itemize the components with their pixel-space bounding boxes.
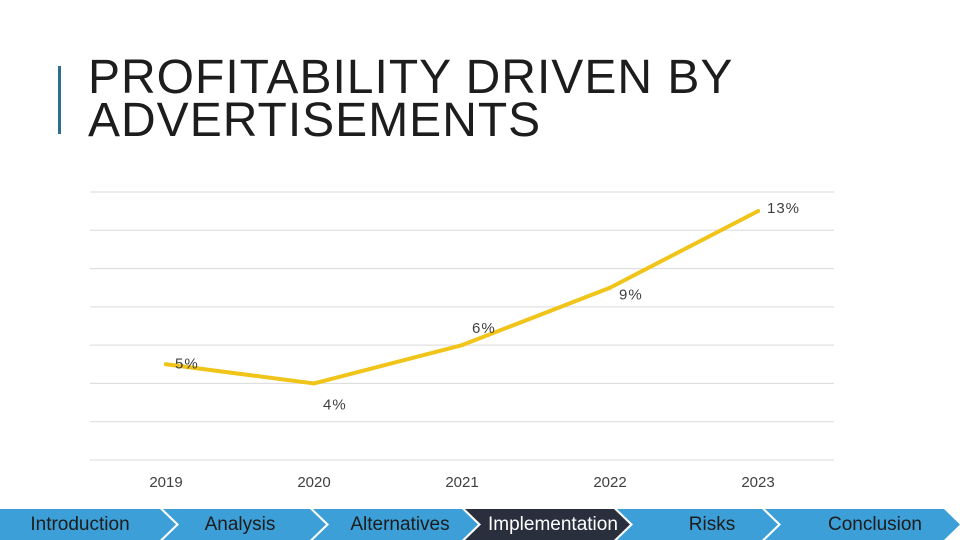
data-label-2020: 4% xyxy=(323,396,347,413)
data-point-2022 xyxy=(608,285,612,290)
nav-chevron-conclusion xyxy=(765,509,960,540)
nav-chevron-shapes xyxy=(0,509,960,540)
data-point-2023 xyxy=(756,209,760,214)
nav-label-introduction: Introduction xyxy=(30,513,130,535)
data-label-2023: 13% xyxy=(767,200,800,217)
data-label-2019: 5% xyxy=(175,355,199,372)
nav-chevron-implementation xyxy=(465,509,630,540)
title-accent-bar xyxy=(58,66,61,134)
data-point-2019 xyxy=(164,362,168,367)
x-tick-label-2019: 2019 xyxy=(149,474,182,491)
nav-item-implementation[interactable]: Implementation xyxy=(474,509,634,540)
nav-item-conclusion[interactable]: Conclusion xyxy=(790,509,960,540)
nav-label-analysis: Analysis xyxy=(204,513,276,535)
nav-label-risks: Risks xyxy=(688,513,736,535)
data-point-2020 xyxy=(312,381,316,386)
x-tick-label-2022: 2022 xyxy=(593,474,626,491)
nav-label-implementation: Implementation xyxy=(488,513,618,535)
chart-x-axis: 2019 2020 2021 2022 2023 xyxy=(149,474,774,491)
x-tick-label-2023: 2023 xyxy=(741,474,774,491)
nav-item-alternatives[interactable]: Alternatives xyxy=(320,509,480,540)
slide-title: PROFITABILITY DRIVEN BY ADVERTISEMENTS xyxy=(88,51,734,147)
chart-series xyxy=(164,209,760,386)
nav-label-conclusion: Conclusion xyxy=(828,513,922,535)
data-point-2021 xyxy=(460,343,464,348)
x-tick-label-2020: 2020 xyxy=(297,474,330,491)
nav-item-risks[interactable]: Risks xyxy=(632,509,792,540)
data-label-2021: 6% xyxy=(472,320,496,337)
nav-chevron-analysis xyxy=(163,509,326,540)
data-label-2022: 9% xyxy=(619,287,643,304)
series-line-profitability xyxy=(164,209,760,386)
nav-chevron-introduction xyxy=(0,509,176,540)
nav-item-introduction[interactable]: Introduction xyxy=(0,509,160,540)
chart-data-labels: 5% 4% 6% 9% 13% xyxy=(175,200,800,413)
x-tick-label-2021: 2021 xyxy=(445,474,478,491)
slide-title-line-1: PROFITABILITY DRIVEN BY xyxy=(88,51,734,104)
slide-title-line-2: ADVERTISEMENTS xyxy=(88,94,542,147)
nav-label-alternatives: Alternatives xyxy=(350,513,450,535)
section-navigation: Introduction Analysis Alternatives Imple… xyxy=(0,509,960,540)
chart-gridlines xyxy=(90,191,834,461)
nav-item-analysis[interactable]: Analysis xyxy=(160,509,320,540)
nav-chevron-risks xyxy=(617,509,778,540)
nav-chevron-alternatives xyxy=(313,509,478,540)
